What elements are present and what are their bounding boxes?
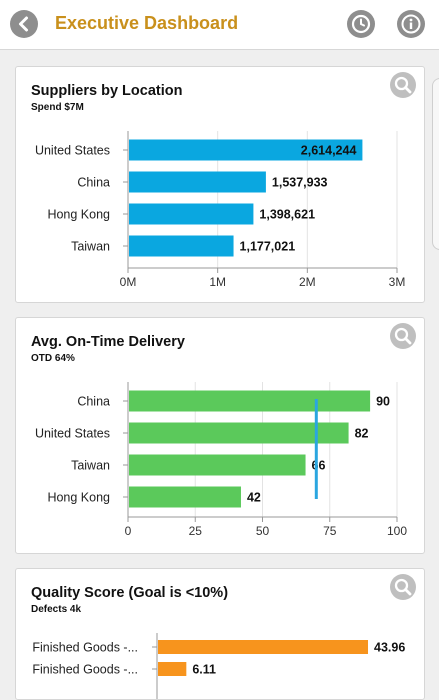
- info-icon: [401, 14, 421, 34]
- bar: [158, 640, 369, 654]
- category-label: United States: [35, 427, 110, 441]
- card-title: Avg. On-Time Delivery: [31, 334, 185, 350]
- data-label: 6.11: [192, 663, 216, 677]
- data-label: 82: [355, 427, 369, 441]
- zoom-button[interactable]: [390, 574, 416, 600]
- category-label: China: [77, 176, 110, 190]
- category-label: Taiwan: [71, 240, 110, 254]
- data-label: 2,614,244: [301, 144, 357, 158]
- data-label: 66: [312, 459, 326, 473]
- history-button[interactable]: [347, 10, 375, 38]
- app-header: Executive Dashboard: [0, 0, 439, 50]
- bar: [129, 203, 254, 225]
- back-button[interactable]: [10, 10, 38, 38]
- bar: [129, 422, 349, 444]
- x-tick-label: 0M: [120, 275, 137, 289]
- chevron-left-icon: [19, 16, 28, 32]
- x-tick-label: 100: [387, 524, 407, 538]
- bar: [129, 390, 371, 412]
- data-label: 1,398,621: [259, 208, 315, 222]
- page-title: Executive Dashboard: [55, 13, 239, 33]
- x-tick-label: 3M: [389, 275, 406, 289]
- data-label: 42: [247, 491, 261, 505]
- x-tick-label: 75: [323, 524, 337, 538]
- bar: [129, 171, 266, 193]
- on-time-delivery-chart: 0 25 50 75 100 China 90 United States 82 Taiwan 66…: [35, 382, 407, 538]
- quality-score-chart: Finished Goods -... 43.96 Finished Goods -…: [32, 633, 405, 699]
- magnifier-icon: [394, 76, 412, 94]
- x-tick-label: 0: [125, 524, 132, 538]
- info-button[interactable]: [397, 10, 425, 38]
- card-title: Quality Score (Goal is <10%): [31, 585, 229, 601]
- data-label: 1,177,021: [240, 240, 296, 254]
- suppliers-chart: 0M 1M 2M 3M United States 2,614,244 China 1,537…: [35, 131, 406, 289]
- card-subtitle: Spend $7M: [31, 102, 84, 113]
- magnifier-icon: [394, 327, 412, 345]
- zoom-button[interactable]: [390, 323, 416, 349]
- zoom-button[interactable]: [390, 72, 416, 98]
- card-title: Suppliers by Location: [31, 83, 183, 99]
- magnifier-icon: [394, 578, 412, 596]
- x-tick-label: 50: [256, 524, 270, 538]
- x-tick-label: 2M: [299, 275, 316, 289]
- data-label: 1,537,933: [272, 176, 328, 190]
- x-tick-label: 1M: [209, 275, 226, 289]
- suppliers-card: Suppliers by Location Spend $7M 0M 1M 2M 3M…: [15, 66, 425, 303]
- x-tick-label: 25: [189, 524, 203, 538]
- bar: [129, 454, 306, 476]
- on-time-delivery-card: Avg. On-Time Delivery OTD 64% 0 25 50 75 100…: [15, 317, 425, 554]
- category-label: United States: [35, 144, 110, 158]
- category-label: Finished Goods -...: [32, 641, 138, 655]
- card-subtitle: OTD 64%: [31, 353, 75, 364]
- category-label: Hong Kong: [47, 491, 110, 505]
- category-label: Hong Kong: [47, 208, 110, 222]
- data-label: 90: [376, 395, 390, 409]
- bar: [158, 662, 187, 676]
- card-subtitle: Defects 4k: [31, 604, 82, 615]
- bar: [129, 486, 241, 508]
- data-label: 43.96: [374, 641, 405, 655]
- quality-score-card: Quality Score (Goal is <10%) Defects 4k …: [15, 568, 425, 700]
- category-label: Finished Goods -...: [32, 663, 138, 677]
- clock-icon: [351, 14, 371, 34]
- category-label: China: [77, 395, 110, 409]
- category-label: Taiwan: [71, 459, 110, 473]
- bar: [129, 235, 234, 257]
- bar: [129, 139, 363, 161]
- side-drawer-handle[interactable]: [432, 78, 439, 250]
